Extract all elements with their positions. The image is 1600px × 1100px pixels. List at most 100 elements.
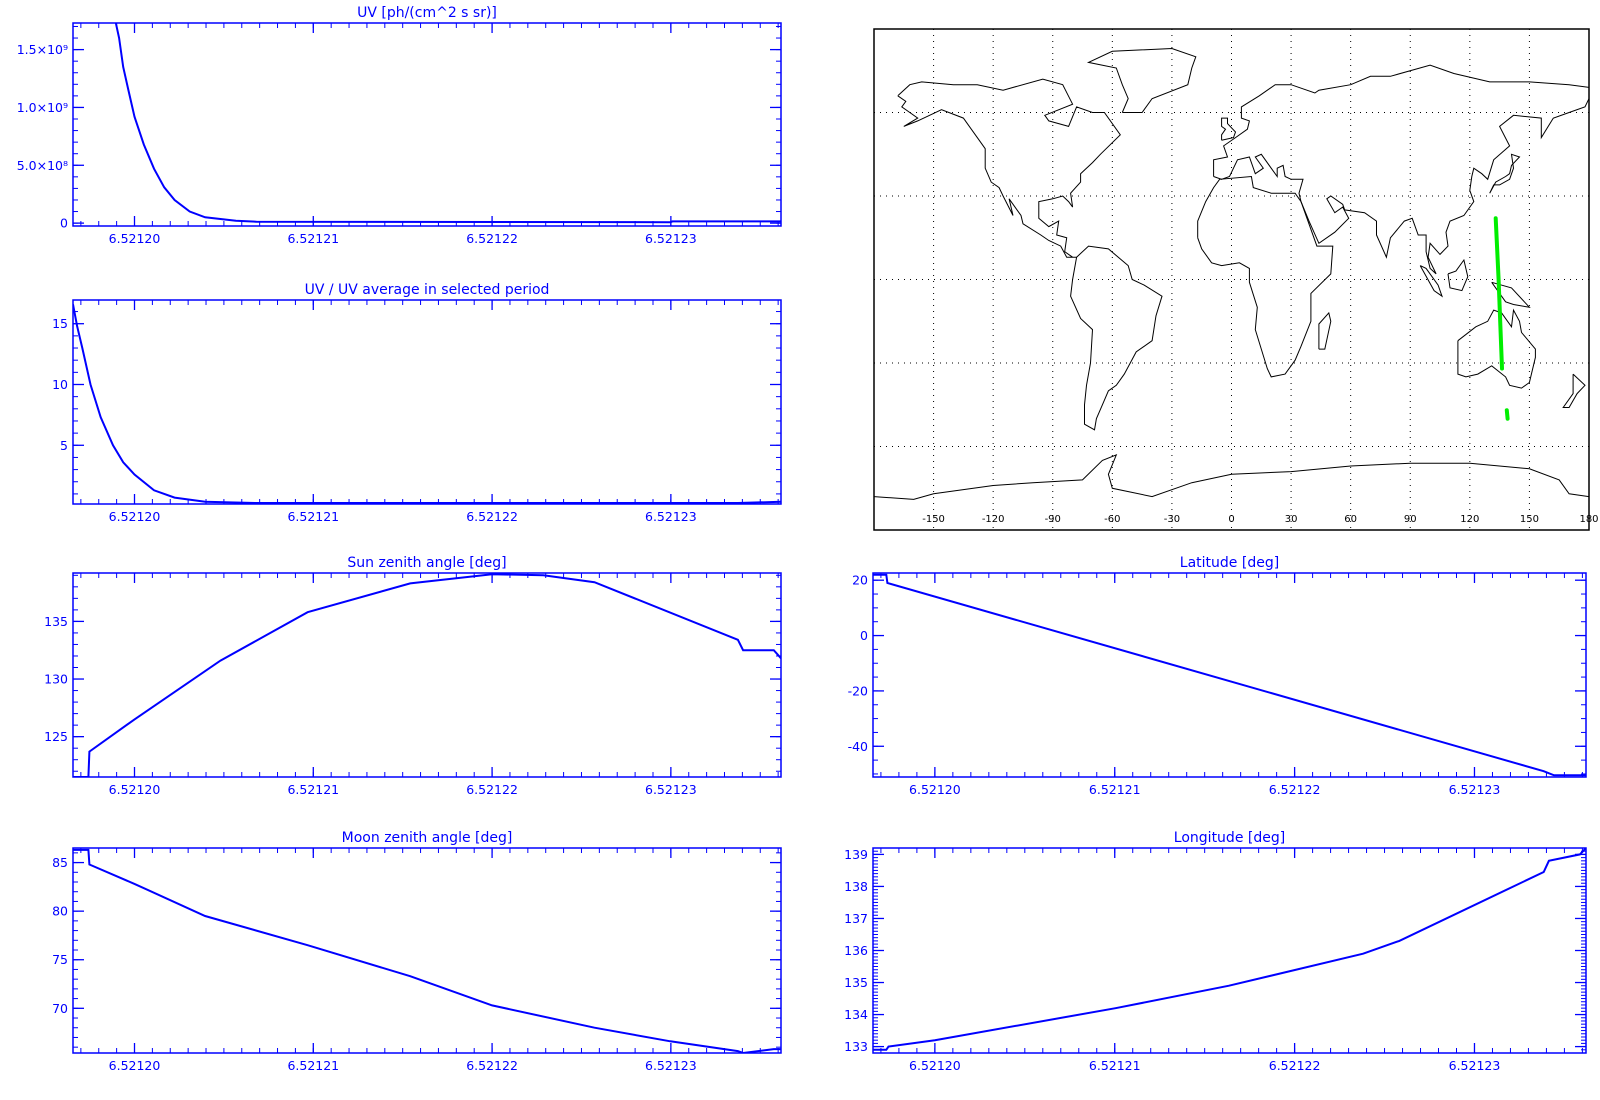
y-tick-label: 1.5×10⁹ xyxy=(17,42,68,57)
coastline xyxy=(1419,265,1443,298)
y-tick-label: 10 xyxy=(52,377,68,392)
map-frame xyxy=(873,28,1590,531)
x-tick-label: 6.52123 xyxy=(645,782,697,797)
x-tick-label: 6.52122 xyxy=(466,782,518,797)
map-lon-label: -90 xyxy=(1045,514,1061,525)
x-tick-label: 6.52122 xyxy=(1269,782,1321,797)
y-tick-label: 0 xyxy=(860,628,868,643)
coastline xyxy=(874,454,1589,500)
y-tick-label: -40 xyxy=(848,739,868,754)
x-tick-label: 6.52120 xyxy=(909,782,961,797)
series-line xyxy=(73,848,781,1053)
y-tick-label: 135 xyxy=(44,614,68,629)
chart-title: Latitude [deg] xyxy=(1180,555,1279,571)
y-tick-label: 138 xyxy=(844,879,868,894)
chart-title: Sun zenith angle [deg] xyxy=(347,555,506,571)
coastline xyxy=(1457,308,1536,389)
y-tick-label: 5 xyxy=(60,438,68,453)
coastline xyxy=(1086,47,1197,113)
coastline xyxy=(1197,175,1334,378)
x-tick-label: 6.52120 xyxy=(109,231,161,246)
chart-2: Sun zenith angle [deg] 6.52120 6.52121 6.52… xyxy=(44,555,782,797)
plot-frame xyxy=(72,299,782,505)
plot-frame xyxy=(72,22,782,227)
world-map: -150 -120 -90 -60 -30 0 30 60 90 120 150 180 xyxy=(873,28,1599,531)
y-tick-label: -20 xyxy=(848,683,868,698)
chart-title: Longitude [deg] xyxy=(1174,830,1285,846)
series-line xyxy=(873,848,1586,1051)
coastline xyxy=(1562,373,1586,408)
x-tick-label: 6.52123 xyxy=(645,231,697,246)
map-lon-label: -30 xyxy=(1164,514,1180,525)
map-lon-label: -120 xyxy=(982,514,1005,525)
x-tick-label: 6.52123 xyxy=(645,1058,697,1073)
y-tick-label: 80 xyxy=(52,904,68,919)
coastline xyxy=(897,78,1121,258)
x-tick-label: 6.52123 xyxy=(645,509,697,524)
chart-5: Longitude [deg] 6.52120 6.52121 6.52122 6.52… xyxy=(844,830,1587,1073)
plot-frame xyxy=(72,847,782,1054)
chart-title: Moon zenith angle [deg] xyxy=(342,830,513,846)
x-tick-label: 6.52120 xyxy=(109,509,161,524)
y-tick-label: 133 xyxy=(844,1039,868,1054)
coastline xyxy=(1489,153,1521,194)
x-tick-label: 6.52123 xyxy=(1449,782,1501,797)
y-tick-label: 0 xyxy=(60,216,68,231)
chart-1: UV / UV average in selected period 6.5212… xyxy=(52,282,782,524)
map-lon-label: 60 xyxy=(1344,514,1357,525)
map-lon-label: 150 xyxy=(1520,514,1539,525)
x-tick-label: 6.52122 xyxy=(466,1058,518,1073)
x-tick-label: 6.52121 xyxy=(1089,782,1141,797)
x-tick-label: 6.52122 xyxy=(1269,1058,1321,1073)
coastline xyxy=(1070,245,1163,431)
satellite-track xyxy=(1504,408,1510,421)
y-tick-label: 85 xyxy=(52,855,68,870)
coastline xyxy=(1318,311,1332,350)
coastline xyxy=(1221,117,1237,141)
y-tick-label: 15 xyxy=(52,316,68,331)
series-line xyxy=(114,23,781,224)
satellite-track xyxy=(1493,216,1504,371)
y-tick-label: 137 xyxy=(844,911,868,926)
chart-title: UV / UV average in selected period xyxy=(305,282,550,298)
map-lon-label: 30 xyxy=(1285,514,1298,525)
x-tick-label: 6.52121 xyxy=(287,1058,339,1073)
y-tick-label: 134 xyxy=(844,1007,868,1022)
coastline xyxy=(1491,281,1531,309)
x-tick-label: 6.52122 xyxy=(466,231,518,246)
y-tick-label: 135 xyxy=(844,975,868,990)
y-tick-label: 139 xyxy=(844,847,868,862)
x-tick-label: 6.52121 xyxy=(287,509,339,524)
plot-frame xyxy=(872,847,1587,1054)
x-tick-label: 6.52121 xyxy=(287,782,339,797)
coastline xyxy=(1213,64,1589,275)
chart-4: Latitude [deg] 6.52120 6.52121 6.52122 6.521… xyxy=(848,555,1587,797)
plot-frame xyxy=(872,572,1587,778)
x-tick-label: 6.52123 xyxy=(1449,1058,1501,1073)
x-tick-label: 6.52122 xyxy=(466,509,518,524)
map-lon-label: 90 xyxy=(1404,514,1417,525)
x-tick-label: 6.52120 xyxy=(109,1058,161,1073)
map-lon-label: -150 xyxy=(922,514,945,525)
x-tick-label: 6.52121 xyxy=(1089,1058,1141,1073)
series-line xyxy=(73,304,781,504)
map-lon-label: -60 xyxy=(1104,514,1120,525)
chart-3: Moon zenith angle [deg] 6.52120 6.52121 6.5… xyxy=(52,830,782,1073)
x-tick-label: 6.52120 xyxy=(109,782,161,797)
map-lon-label: 0 xyxy=(1228,514,1234,525)
series-line xyxy=(873,573,1586,777)
y-tick-label: 75 xyxy=(52,952,68,967)
y-tick-label: 130 xyxy=(44,672,68,687)
map-lon-label: 120 xyxy=(1460,514,1479,525)
y-tick-label: 1.0×10⁹ xyxy=(17,100,68,115)
coastline xyxy=(1447,258,1469,292)
plot-frame xyxy=(72,572,782,778)
x-tick-label: 6.52121 xyxy=(287,231,339,246)
y-tick-label: 125 xyxy=(44,729,68,744)
chart-title: UV [ph/(cm^2 s sr)] xyxy=(357,5,497,21)
y-tick-label: 5.0×10⁸ xyxy=(17,158,68,173)
x-tick-label: 6.52120 xyxy=(909,1058,961,1073)
series-line xyxy=(73,573,781,777)
y-tick-label: 136 xyxy=(844,943,868,958)
